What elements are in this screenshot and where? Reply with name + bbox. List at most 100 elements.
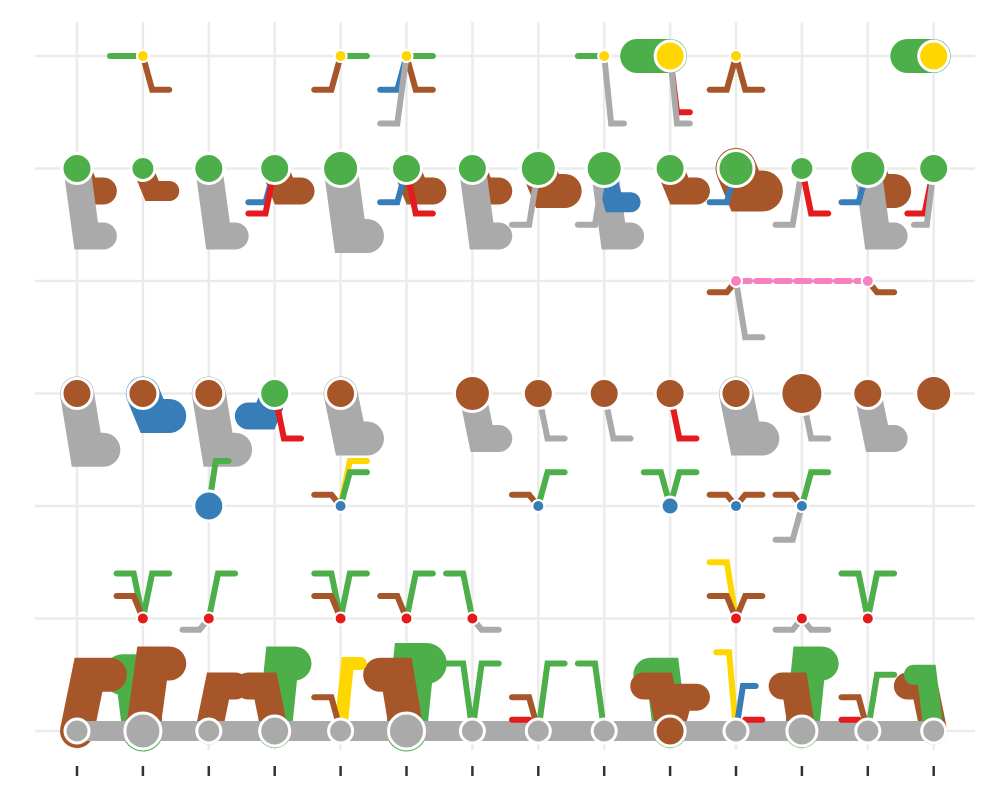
node-green bbox=[716, 149, 756, 188]
link-red bbox=[798, 165, 832, 217]
link-brown bbox=[377, 593, 410, 622]
node-red bbox=[465, 611, 480, 626]
node-green bbox=[584, 149, 624, 188]
node-brown bbox=[851, 377, 885, 410]
node-brown bbox=[60, 377, 94, 410]
link-green bbox=[574, 660, 608, 734]
link-yellow bbox=[713, 649, 739, 734]
link-brown bbox=[311, 593, 344, 622]
link-green bbox=[337, 570, 370, 622]
node-red bbox=[201, 611, 216, 626]
link-grey bbox=[195, 155, 249, 250]
link-brown bbox=[706, 593, 739, 622]
node-green bbox=[653, 152, 687, 185]
node-green bbox=[258, 152, 292, 185]
x-axis-ticks bbox=[75, 766, 935, 776]
link-green bbox=[903, 664, 944, 741]
link-grey bbox=[772, 503, 805, 543]
link-grey bbox=[733, 278, 766, 341]
link-green bbox=[469, 660, 502, 734]
node-grey bbox=[63, 717, 91, 745]
node-brown bbox=[324, 377, 358, 410]
link-green bbox=[667, 469, 700, 509]
node-red bbox=[333, 611, 348, 626]
node-yellow bbox=[333, 49, 348, 63]
link-green bbox=[443, 570, 476, 622]
link-grey bbox=[910, 165, 937, 228]
node-green bbox=[390, 152, 423, 185]
link-green bbox=[535, 469, 568, 509]
node-grey bbox=[854, 717, 882, 745]
node-grey bbox=[524, 717, 552, 745]
node-green bbox=[258, 377, 292, 410]
node-grey bbox=[327, 717, 355, 745]
node-red bbox=[860, 611, 875, 626]
link-green bbox=[864, 671, 898, 734]
link-green bbox=[337, 469, 370, 509]
node-red bbox=[399, 611, 414, 626]
node-brown bbox=[653, 377, 687, 410]
link-grey bbox=[60, 376, 121, 467]
node-brown bbox=[192, 377, 226, 410]
link-brown bbox=[706, 53, 739, 93]
link-grey bbox=[667, 53, 693, 127]
node-yellow bbox=[653, 39, 687, 73]
node-grey bbox=[785, 714, 819, 748]
node-yellow bbox=[917, 39, 951, 73]
grid bbox=[35, 22, 975, 750]
link-green bbox=[838, 570, 871, 622]
link-brown bbox=[60, 657, 127, 748]
link-brown bbox=[113, 593, 146, 622]
link-brown bbox=[125, 646, 187, 748]
link-green bbox=[864, 570, 898, 622]
link-green bbox=[798, 469, 832, 509]
node-brown bbox=[521, 377, 555, 410]
link-blue bbox=[733, 683, 759, 734]
link-green bbox=[403, 570, 436, 622]
link-grey bbox=[377, 53, 410, 127]
node-brown bbox=[653, 714, 687, 748]
node-green bbox=[455, 152, 489, 185]
node-grey bbox=[123, 711, 163, 751]
link-green bbox=[535, 660, 568, 734]
node-green bbox=[518, 149, 558, 188]
node-yellow bbox=[729, 49, 743, 63]
node-grey bbox=[195, 717, 223, 745]
node-grey bbox=[920, 717, 948, 745]
node-red bbox=[135, 611, 150, 626]
link-grey bbox=[601, 53, 627, 127]
node-grey bbox=[590, 717, 618, 745]
node-brown bbox=[719, 377, 753, 410]
node-blue bbox=[192, 489, 226, 523]
node-pink bbox=[729, 274, 743, 288]
link-green bbox=[443, 660, 476, 734]
node-grey bbox=[458, 717, 486, 745]
node-yellow bbox=[399, 49, 414, 63]
link-brown bbox=[733, 53, 766, 93]
node-green bbox=[129, 155, 157, 182]
node-brown bbox=[587, 377, 621, 410]
node-blue bbox=[531, 499, 546, 513]
nodes-layer bbox=[60, 39, 954, 751]
node-green bbox=[917, 152, 951, 185]
link-brown bbox=[311, 53, 344, 93]
link-grey bbox=[191, 376, 253, 467]
node-green bbox=[788, 155, 816, 182]
link-brown bbox=[139, 53, 173, 93]
node-brown bbox=[452, 374, 492, 413]
node-red bbox=[794, 611, 809, 626]
node-blue bbox=[729, 499, 743, 513]
link-grey bbox=[772, 165, 805, 228]
link-green bbox=[640, 469, 674, 509]
node-green bbox=[321, 149, 361, 188]
link-yellow bbox=[706, 559, 739, 622]
link-brown bbox=[403, 53, 436, 93]
node-blue bbox=[659, 495, 681, 517]
node-pink bbox=[860, 274, 875, 288]
node-brown bbox=[779, 371, 825, 416]
node-red bbox=[729, 611, 743, 626]
link-grey bbox=[63, 155, 117, 250]
link-grey bbox=[323, 151, 384, 253]
node-yellow bbox=[135, 49, 150, 63]
